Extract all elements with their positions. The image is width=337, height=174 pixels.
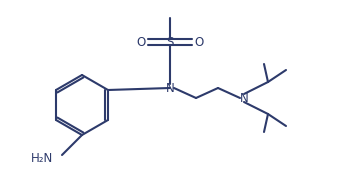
Text: O: O xyxy=(136,35,146,49)
Text: S: S xyxy=(166,35,174,49)
Text: O: O xyxy=(194,35,204,49)
Text: N: N xyxy=(165,81,174,94)
Text: N: N xyxy=(240,92,248,105)
Text: H₂N: H₂N xyxy=(31,152,53,165)
